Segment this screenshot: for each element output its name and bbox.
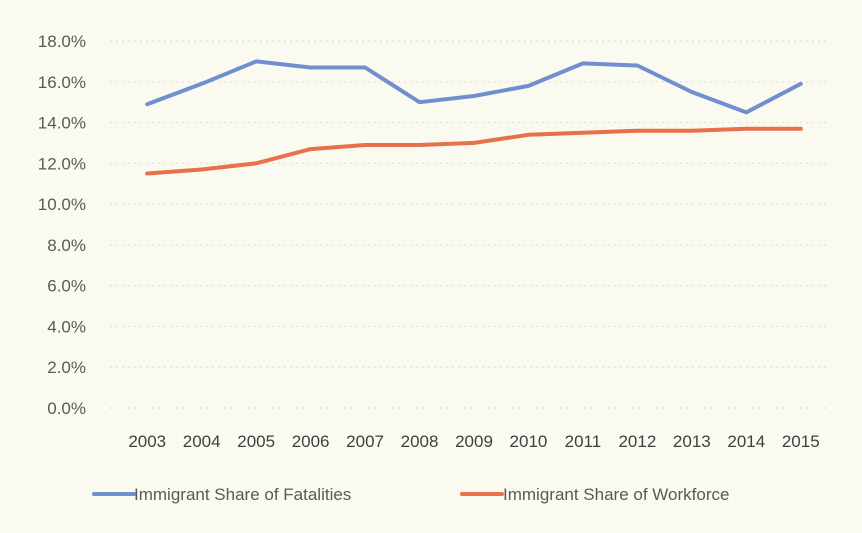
y-tick-label: 12.0%: [38, 154, 86, 173]
x-tick-label: 2006: [292, 432, 330, 451]
legend-label: Immigrant Share of Fatalities: [134, 485, 351, 504]
x-tick-label: 2009: [455, 432, 493, 451]
legend-item: Immigrant Share of Workforce: [460, 485, 729, 504]
x-tick-label: 2010: [510, 432, 548, 451]
x-tick-label: 2015: [782, 432, 820, 451]
series-lines: [145, 59, 803, 176]
x-tick-label: 2014: [727, 432, 765, 451]
x-tick-label: 2011: [565, 432, 602, 451]
y-tick-label: 14.0%: [38, 114, 86, 133]
legend: Immigrant Share of Fatalities Immigrant S…: [92, 485, 729, 504]
x-tick-label: 2004: [183, 432, 221, 451]
y-tick-label: 8.0%: [47, 236, 86, 255]
x-tick-label: 2007: [346, 432, 384, 451]
y-tick-label: 16.0%: [38, 73, 86, 92]
legend-label: Immigrant Share of Workforce: [503, 485, 729, 504]
x-tick-label: 2008: [401, 432, 439, 451]
x-tick-label: 2005: [237, 432, 275, 451]
x-tick-label: 2013: [673, 432, 711, 451]
x-axis-tick-labels: 2003 2004 2005 2006 2007 2008 2009 2010 2011 2012…: [128, 432, 819, 451]
series-line-workforce: [145, 126, 803, 176]
x-tick-label: 2012: [618, 432, 656, 451]
y-tick-label: 2.0%: [47, 358, 86, 377]
x-tick-label: 2003: [128, 432, 166, 451]
series-line-fatalities: [145, 59, 803, 115]
y-tick-label: 18.0%: [38, 32, 86, 51]
y-axis-tick-labels: 0.0% 2.0% 4.0% 6.0% 8.0% 10.0% 12.0% 14.0% 16.0%…: [38, 32, 86, 418]
legend-item: Immigrant Share of Fatalities: [92, 485, 351, 504]
y-tick-label: 6.0%: [47, 277, 86, 296]
y-tick-label: 0.0%: [47, 399, 86, 418]
y-tick-label: 10.0%: [38, 195, 86, 214]
y-tick-label: 4.0%: [47, 317, 86, 336]
